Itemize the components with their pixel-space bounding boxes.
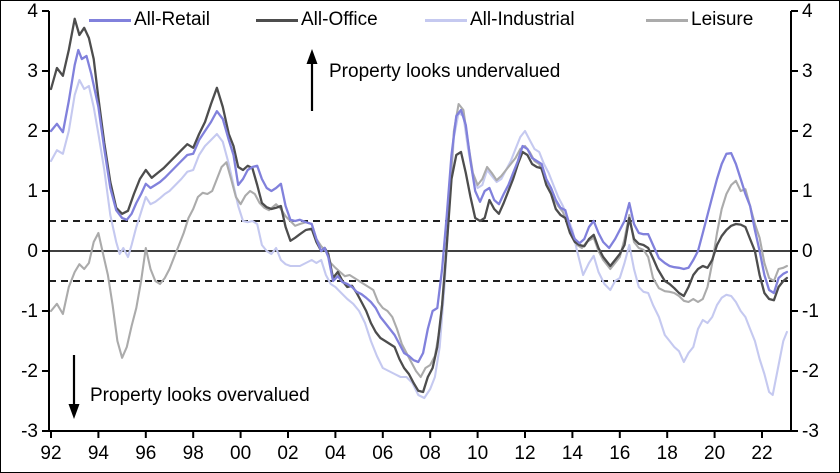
x-axis-label: 98: [183, 443, 204, 464]
leisure-line-swatch: [646, 18, 688, 22]
legend-label-all-retail: All-Retail: [134, 9, 211, 30]
series-line-all-retail: [49, 48, 789, 364]
x-axis-label: 00: [230, 443, 251, 464]
all-industrial-line-swatch: [425, 18, 467, 22]
y-axis-label-right: -1: [802, 301, 819, 322]
up-arrow-icon: [306, 49, 318, 111]
y-axis-label-right: -3: [802, 421, 819, 442]
all-retail-line-swatch: [89, 18, 131, 22]
series-line-leisure: [49, 102, 788, 379]
legend-item-all-office: All-Office: [256, 9, 378, 31]
x-axis-label: 08: [420, 443, 441, 464]
legend-label-all-industrial: All-Industrial: [470, 9, 575, 30]
legend-item-all-industrial: All-Industrial: [425, 9, 575, 31]
y-axis-label-right: 4: [802, 1, 813, 22]
annotation-overvalued: Property looks overvalued: [90, 385, 310, 406]
y-axis-label-right: -2: [802, 361, 819, 382]
x-axis-label: 18: [657, 443, 678, 464]
x-axis-label: 14: [562, 443, 584, 464]
series-line-all-industrial: [49, 78, 788, 400]
x-axis-label: 92: [40, 443, 61, 464]
x-axis-label: 16: [609, 443, 630, 464]
y-axis-label-left: 2: [27, 121, 38, 142]
legend-item-all-retail: All-Retail: [89, 9, 210, 31]
x-axis-label: 20: [704, 443, 725, 464]
x-axis-label: 10: [467, 443, 488, 464]
y-axis-label-left: 1: [27, 181, 38, 202]
x-axis-label: 22: [751, 443, 772, 464]
legend-item-leisure: Leisure: [646, 9, 753, 31]
y-axis-label-left: 0: [27, 241, 38, 262]
legend-label-leisure: Leisure: [691, 9, 754, 30]
y-axis-label-right: 3: [802, 61, 813, 82]
x-axis-label: 06: [372, 443, 393, 464]
down-arrow-icon: [68, 355, 80, 419]
x-axis-label: 94: [88, 443, 110, 464]
series-line-all-office: [49, 17, 789, 394]
legend-label-all-office: All-Office: [301, 9, 378, 30]
y-axis-label-right: 1: [802, 181, 813, 202]
y-axis-label-right: 0: [802, 241, 813, 262]
annotation-undervalued: Property looks undervalued: [329, 61, 561, 82]
x-axis-label: 96: [135, 443, 156, 464]
all-office-line-swatch: [256, 18, 298, 22]
y-axis-label-left: -2: [21, 361, 38, 382]
y-axis-label-left: 4: [27, 1, 38, 22]
y-axis-label-left: -1: [21, 301, 38, 322]
y-axis-label-left: 3: [27, 61, 38, 82]
x-axis-label: 02: [277, 443, 298, 464]
x-axis-label: 04: [325, 443, 347, 464]
y-axis-label-right: 2: [802, 121, 813, 142]
x-axis-label: 12: [514, 443, 535, 464]
y-axis-label-left: -3: [21, 421, 38, 442]
